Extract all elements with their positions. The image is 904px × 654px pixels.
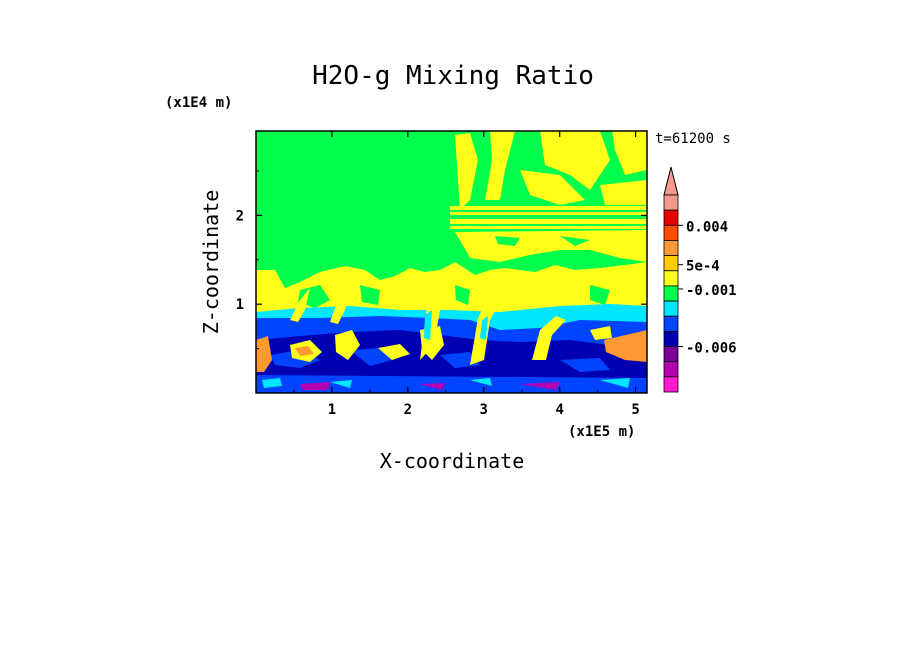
colorbar-swatch [663,285,679,302]
plot-frame [255,130,648,394]
colorbar-swatch [663,361,679,378]
x-tick-label: 1 [328,402,336,418]
y-axis-label: Z-coordinate [199,190,223,335]
colorbar-swatch [663,255,679,272]
heatmap-field [255,130,648,394]
colorbar-swatch [663,224,679,241]
y-axis-ticks: 12 [236,170,647,350]
x-tick-label: 3 [480,402,488,418]
colorbar-tick-label: 5e-4 [686,259,720,275]
colorbar-swatch [663,300,679,317]
y-tick-label: 1 [236,297,244,313]
chart-title: H2O-g Mixing Ratio [312,61,594,91]
colorbar-swatch [663,194,679,211]
x-tick-label: 2 [404,402,412,418]
time-label: t=61200 s [655,131,731,147]
y-tick-label: 2 [236,208,244,224]
colorbar-swatch [663,240,679,257]
colorbar-swatch [663,270,679,287]
colorbar-tick-labels: 0.004 5e-4 -0.001 -0.006 [678,219,737,357]
colorbar-swatch [663,330,679,347]
colorbar-swatch [663,346,679,363]
colorbar-swatch [663,376,679,393]
colorbar [663,166,679,393]
y-axis-unit: (x1E4 m) [165,95,232,111]
colorbar-swatch [663,315,679,332]
region-moist-layer [256,262,647,320]
colorbar-tick-label: 0.004 [686,219,728,235]
region-streaks [455,131,647,210]
x-tick-label: 5 [631,402,639,418]
x-tick-label: 4 [555,402,563,418]
x-axis-label: X-coordinate [380,449,525,473]
colorbar-tick-label: -0.006 [686,341,737,357]
colorbar-extend-arrow [663,166,679,196]
x-axis-unit: (x1E5 m) [568,424,635,440]
colorbar-tick-label: -0.001 [686,283,737,299]
x-axis-ticks: 1 2 3 4 5 [293,131,640,418]
colorbar-swatch [663,209,679,226]
